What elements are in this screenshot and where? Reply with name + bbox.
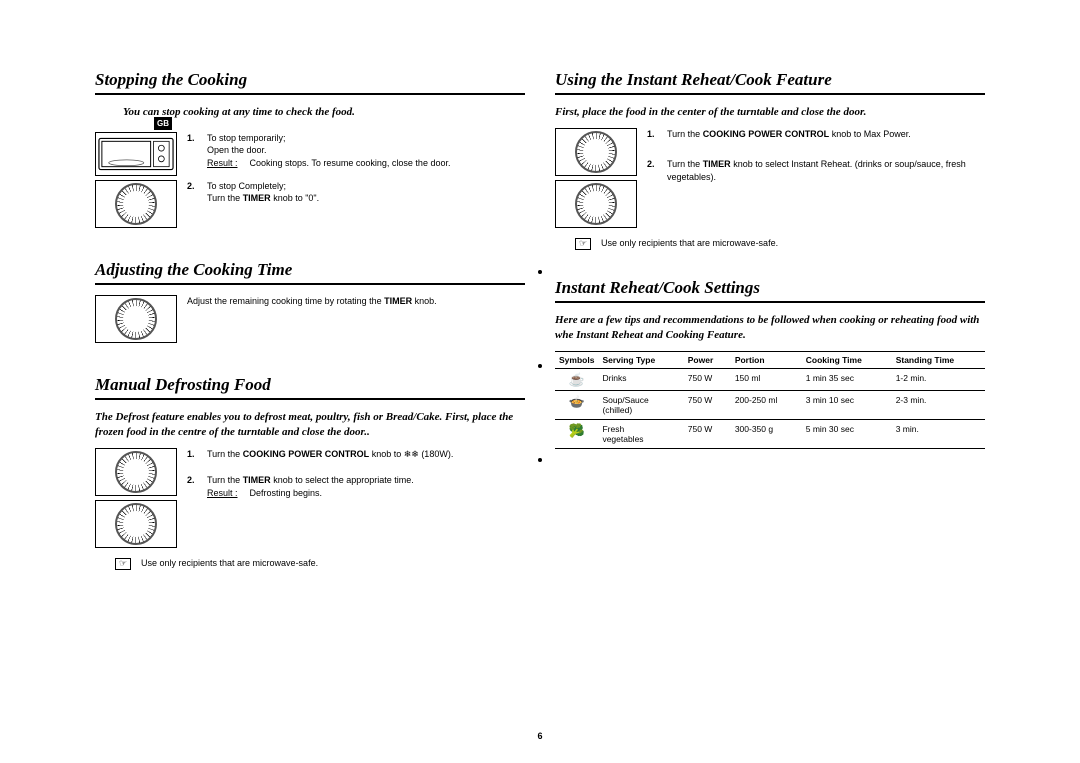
- step-2: 2. To stop Completely; Turn the TIMER kn…: [187, 180, 525, 205]
- section-title: Manual Defrosting Food: [95, 375, 525, 400]
- section-title: Using the Instant Reheat/Cook Feature: [555, 70, 985, 95]
- step-number: 2.: [187, 180, 199, 205]
- defrost-icon: ❄❄: [404, 449, 419, 459]
- left-column: Stopping the Cooking You can stop cookin…: [95, 70, 525, 598]
- section-title: Instant Reheat/Cook Settings: [555, 278, 985, 303]
- step-text: Turn the TIMER knob to select the approp…: [207, 474, 525, 487]
- table-row: 🍲 Soup/Sauce(chilled) 750 W 200-250 ml 3…: [555, 390, 985, 419]
- cell-stand: 2-3 min.: [892, 390, 985, 419]
- microwave-figure: [95, 132, 177, 176]
- step-1: 1. Turn the COOKING POWER CONTROL knob t…: [187, 448, 525, 461]
- cell-cook: 3 min 10 sec: [802, 390, 892, 419]
- step-text: To stop Completely;: [207, 180, 525, 193]
- body-text: Adjust the remaining cooking time by rot…: [187, 295, 525, 308]
- section-adjusting: Adjusting the Cooking Time Adjust the re…: [95, 260, 525, 347]
- cell-type: Soup/Sauce(chilled): [598, 390, 683, 419]
- timer-dial-figure: [95, 295, 177, 343]
- cell-stand: 1-2 min.: [892, 368, 985, 390]
- page-number: 6: [0, 731, 1080, 741]
- settings-table: Symbols Serving Type Power Portion Cooki…: [555, 351, 985, 449]
- step-text: Turn the TIMER knob to select Instant Re…: [667, 158, 985, 183]
- timer-dial-figure: [555, 180, 637, 228]
- step-number: 1.: [647, 128, 659, 141]
- result-label: Result :: [207, 487, 238, 500]
- step-text: Turn the COOKING POWER CONTROL knob to ❄…: [207, 448, 525, 461]
- timer-dial-figure: [95, 500, 177, 548]
- cup-icon: ☕: [569, 373, 585, 386]
- vegetable-icon: 🥦: [569, 424, 585, 437]
- cell-stand: 3 min.: [892, 419, 985, 448]
- intro-text: Here are a few tips and recommendations …: [555, 313, 985, 343]
- figure-column: [95, 132, 177, 232]
- step-text: Open the door.: [207, 144, 525, 157]
- cell-portion: 300-350 g: [731, 419, 802, 448]
- section-title: Adjusting the Cooking Time: [95, 260, 525, 285]
- col-portion: Portion: [731, 351, 802, 368]
- note-text: Use only recipients that are microwave-s…: [601, 238, 778, 250]
- col-power: Power: [684, 351, 731, 368]
- col-stand: Standing Time: [892, 351, 985, 368]
- cell-power: 750 W: [684, 419, 731, 448]
- result-text: Cooking stops. To resume cooking, close …: [250, 157, 451, 170]
- table-row: 🥦 Freshvegetables 750 W 300-350 g 5 min …: [555, 419, 985, 448]
- bowl-icon: 🍲: [569, 395, 585, 408]
- cell-cook: 5 min 30 sec: [802, 419, 892, 448]
- step-text: Turn the COOKING POWER CONTROL knob to M…: [667, 128, 985, 141]
- cell-type: Drinks: [598, 368, 683, 390]
- step-text: Turn the TIMER knob to "0".: [207, 192, 525, 205]
- region-tag: GB: [154, 117, 172, 130]
- step-1: 1. Turn the COOKING POWER CONTROL knob t…: [647, 128, 985, 141]
- step-text: To stop temporarily;: [207, 132, 525, 145]
- cell-type: Freshvegetables: [598, 419, 683, 448]
- step-number: 2.: [187, 474, 199, 499]
- note-row: ☞ Use only recipients that are microwave…: [115, 558, 525, 570]
- cell-portion: 150 ml: [731, 368, 802, 390]
- step-2: 2. Turn the TIMER knob to select Instant…: [647, 158, 985, 183]
- table-header-row: Symbols Serving Type Power Portion Cooki…: [555, 351, 985, 368]
- col-type: Serving Type: [598, 351, 683, 368]
- step-2: 2. Turn the TIMER knob to select the app…: [187, 474, 525, 499]
- power-dial-figure: [95, 448, 177, 496]
- result-text: Defrosting begins.: [250, 487, 323, 500]
- section-title: Stopping the Cooking: [95, 70, 525, 95]
- section-instant-reheat: Using the Instant Reheat/Cook Feature Fi…: [555, 70, 985, 250]
- cell-power: 750 W: [684, 368, 731, 390]
- column-separator: [538, 270, 542, 462]
- right-column: Using the Instant Reheat/Cook Feature Fi…: [555, 70, 985, 598]
- note-row: ☞ Use only recipients that are microwave…: [575, 238, 985, 250]
- cell-power: 750 W: [684, 390, 731, 419]
- step-number: 1.: [187, 132, 199, 170]
- power-dial-figure: [555, 128, 637, 176]
- section-stopping: Stopping the Cooking You can stop cookin…: [95, 70, 525, 232]
- intro-text: First, place the food in the center of t…: [555, 105, 985, 120]
- step-number: 1.: [187, 448, 199, 461]
- table-row: ☕ Drinks 750 W 150 ml 1 min 35 sec 1-2 m…: [555, 368, 985, 390]
- intro-text: The Defrost feature enables you to defro…: [95, 410, 525, 440]
- step-1: 1. To stop temporarily; Open the door. R…: [187, 132, 525, 170]
- note-text: Use only recipients that are microwave-s…: [141, 558, 318, 570]
- step-number: 2.: [647, 158, 659, 183]
- section-settings: Instant Reheat/Cook Settings Here are a …: [555, 278, 985, 449]
- note-icon: ☞: [115, 558, 131, 570]
- cell-cook: 1 min 35 sec: [802, 368, 892, 390]
- col-symbols: Symbols: [555, 351, 598, 368]
- col-cook: Cooking Time: [802, 351, 892, 368]
- result-label: Result :: [207, 157, 238, 170]
- note-icon: ☞: [575, 238, 591, 250]
- timer-dial-figure: [95, 180, 177, 228]
- cell-portion: 200-250 ml: [731, 390, 802, 419]
- section-defrost: Manual Defrosting Food The Defrost featu…: [95, 375, 525, 570]
